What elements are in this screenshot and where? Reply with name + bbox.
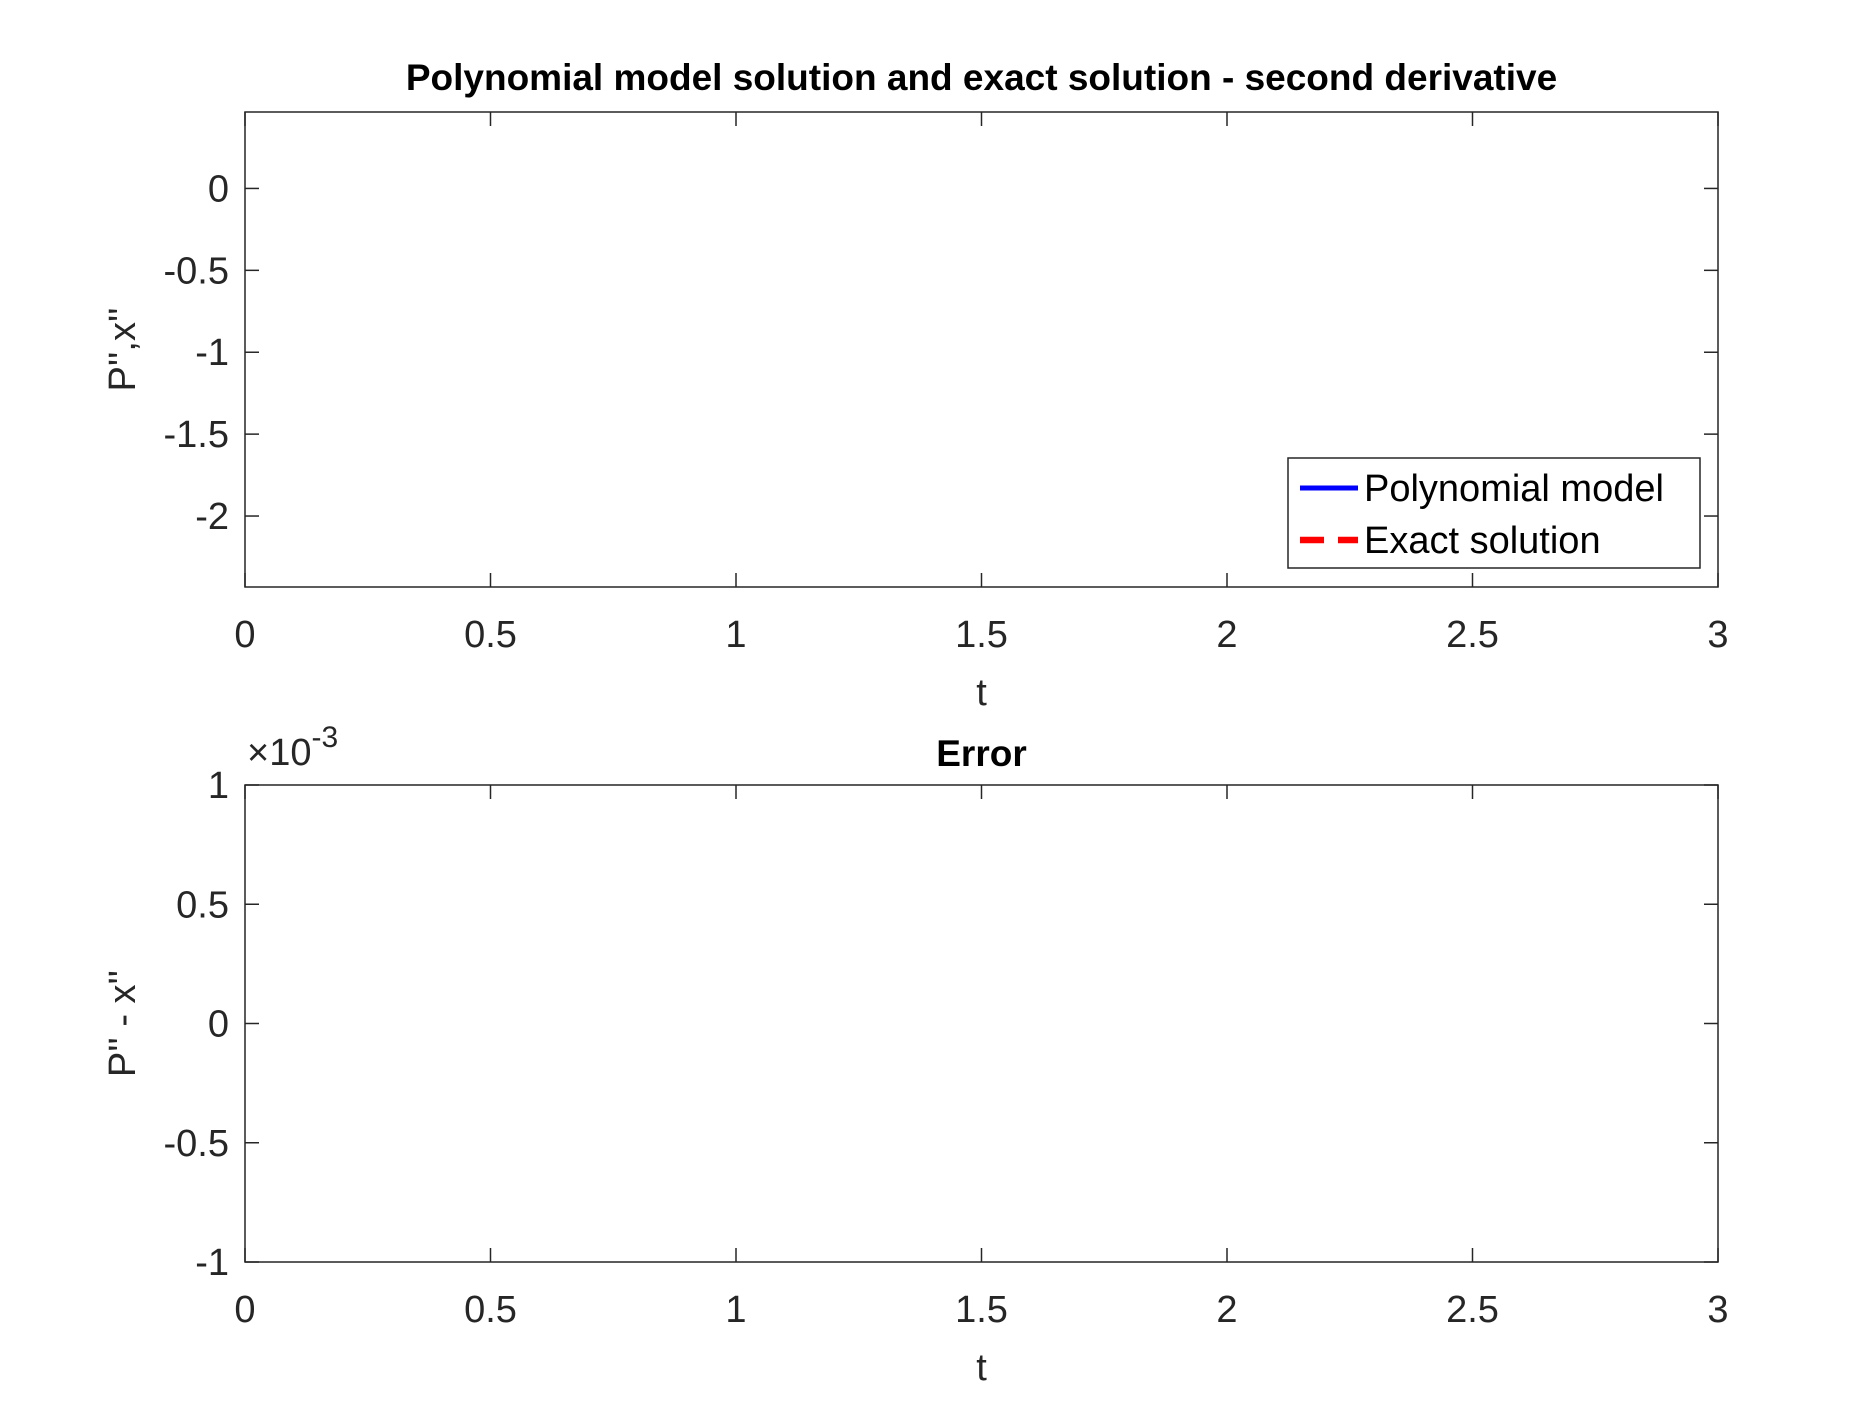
y-tick-label: 0 [208,168,229,210]
legend-label-1: Exact solution [1364,520,1601,562]
y-tick-label: 0 [208,1004,229,1046]
x-tick-label: 0.5 [464,614,517,656]
x-tick-label: 1 [725,1289,746,1331]
axes-box [244,784,1719,1263]
y-exponent-base: ×10 [247,732,311,774]
x-tick-label: 1 [725,614,746,656]
y-tick-label: -2 [195,496,229,538]
bottom-plot: 0 0.5 1 1.5 2 2.5 3 -1 -0.5 0 0.5 1 Error t P'' - x'' ×… [102,721,1729,1389]
x-axis-label: t [976,672,987,714]
x-tick-label: 1.5 [955,614,1008,656]
y-tick-label: -1 [195,332,229,374]
x-tick-label: 2.5 [1446,1289,1499,1331]
x-tick-label: 2 [1216,614,1237,656]
chart-title: Error [936,733,1026,774]
y-tick-label: 1 [208,765,229,807]
x-tick-label: 2.5 [1446,614,1499,656]
y-tick-label: -1 [195,1242,229,1284]
chart-title: Polynomial model solution and exact solu… [406,57,1557,98]
y-tick-label: -0.5 [164,1123,229,1165]
x-tick-label: 3 [1707,614,1728,656]
y-exponent-label: ×10-3 [247,721,338,774]
y-axis-label: P'',x'' [102,308,144,392]
top-plot: 0 0.5 1 1.5 2 2.5 3 -2 -1.5 -1 -0.5 0 Polynomial mod… [102,57,1729,714]
y-tick-label: 0.5 [176,884,229,926]
y-axis-label: P'' - x'' [102,970,144,1077]
x-tick-label: 0 [234,1289,255,1331]
y-exponent-power: -3 [311,721,338,754]
y-tick-label: -1.5 [164,414,229,456]
x-tick-label: 3 [1707,1289,1728,1331]
legend-label-0: Polynomial model [1364,468,1664,510]
x-tick-label: 1.5 [955,1289,1008,1331]
legend-box [1287,457,1701,569]
x-tick-label: 2 [1216,1289,1237,1331]
x-tick-label: 0.5 [464,1289,517,1331]
x-tick-label: 0 [234,614,255,656]
y-tick-label: -0.5 [164,250,229,292]
x-axis-label: t [976,1347,987,1389]
